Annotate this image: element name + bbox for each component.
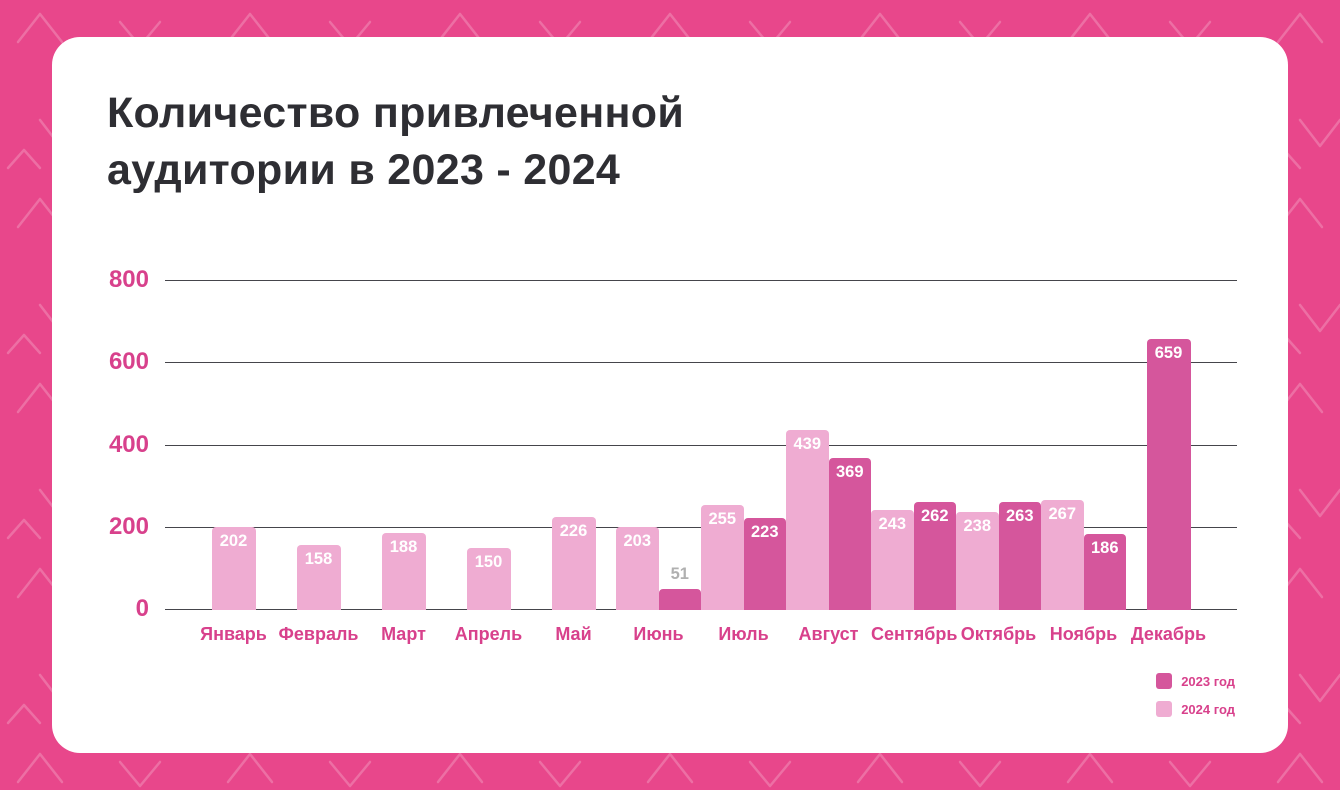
bar-2024-Март: 188 [381,532,426,610]
bar-value-label: 158 [304,550,333,568]
month-group-9: 243 262 [871,502,956,610]
bar-2024-Январь: 202 [211,526,256,610]
bar-value-label: 203 [623,531,652,550]
bar-value-label: 369 [835,463,864,482]
month-group-1: 202 [191,526,276,610]
month-group-4: 150 [446,548,531,610]
bar-2024-Октябрь: 238 [956,512,999,610]
month-group-3: 188 [361,532,446,610]
x-axis-label-10: Октябрь [960,624,1037,644]
legend-swatch [1156,673,1173,689]
x-axis-label-6: Июнь [633,624,684,644]
legend-label: 2023 год [1181,673,1235,689]
x-axis-label-9: Сентябрь [871,624,958,644]
month-group-5: 226 [531,517,616,610]
bar-2023-Декабрь: 659 [1146,339,1191,610]
x-axis-label-12: Декабрь [1130,624,1207,644]
bar-2024-Август: 439 [786,429,829,610]
x-axis-labels: Январь Февраль Март Апрель Май Июнь Июль Август… [191,624,1211,645]
month-group-12: 659 [1126,339,1211,610]
bar-2024-Апрель: 150 [466,548,511,610]
y-tick-label-400: 400 [108,430,149,458]
bar-value-label: 226 [559,522,588,541]
bar-value-label: 439 [793,434,822,453]
gridline-600: 600 [109,348,1237,375]
bar-2024-Июнь: 203 [616,526,659,610]
bar-value-label: 202 [219,531,248,550]
y-tick-label-800: 800 [108,265,149,293]
chart-title-line1: Количество привлеченной [107,89,685,137]
bar-value-label: 186 [1090,538,1119,557]
y-tick-label-200: 200 [108,512,149,540]
plot-area: 0 200 400 600 800 202 158 188 150 226 203 51 255 223… [109,266,1237,644]
bar-2023-Июнь: 51 [658,565,701,610]
chart-legend: 2023 год 2024 год [1156,673,1235,717]
bar-value-label: 188 [389,537,418,556]
x-axis-label-7: Июль [718,624,769,644]
month-group-11: 267 186 [1041,500,1126,610]
y-tick-label-0: 0 [135,594,149,622]
bar-2024-Сентябрь: 243 [871,510,914,610]
month-group-6: 203 51 [616,526,701,610]
y-tick-label-600: 600 [108,348,149,376]
legend-item-2023: 2023 год [1156,673,1235,689]
bar-value-label: 243 [878,515,907,534]
bar-2023-Июль: 223 [743,518,786,610]
chart-card: Количество привлеченной аудитории в 2023… [52,37,1288,753]
chart-title: Количество привлеченной аудитории в 2023… [107,85,684,199]
bar-value-label: 238 [963,517,992,536]
x-axis-label-2: Февраль [278,624,359,644]
bar-value-label: 263 [1005,506,1034,525]
gridline-800: 800 [109,266,1237,293]
legend-item-2024: 2024 год [1156,701,1235,717]
x-axis-label-4: Апрель [454,624,523,644]
bars-area: 202 158 188 150 226 203 51 255 223 439 369 243 262 23… [191,281,1211,610]
x-axis-label-11: Ноябрь [1049,624,1118,644]
legend-label: 2024 год [1181,701,1235,717]
bar-2023-Ноябрь: 186 [1083,533,1126,610]
bar-2024-Июль: 255 [701,505,744,610]
x-axis-label-3: Март [381,624,426,644]
bar-value-label: 255 [708,510,737,529]
bar-2023-Август: 369 [828,458,871,610]
bar-value-label: 267 [1048,505,1077,524]
bar-2024-Февраль: 158 [296,545,341,610]
bar-value-label: 150 [474,553,503,572]
month-group-10: 238 263 [956,501,1041,610]
bar-value-label: 262 [920,507,949,526]
bar-value-label: 659 [1154,344,1183,362]
chart-title-line2: аудитории в 2023 - 2024 [107,146,621,194]
gridline-400: 400 [109,430,1237,457]
bar-value-label: 51 [670,565,689,583]
x-axis-label-5: Май [555,624,592,644]
x-axis-label-1: Январь [200,624,267,644]
month-group-2: 158 [276,545,361,610]
bar-value-label: 223 [750,523,779,542]
bar-2023-Октябрь: 263 [998,501,1041,610]
bar-2024-Ноябрь: 267 [1041,500,1084,610]
x-axis-label-8: Август [798,624,859,644]
bar-2024-Май: 226 [551,517,596,610]
bar-2023-Сентябрь: 262 [913,502,956,610]
legend-swatch [1156,701,1173,717]
month-group-7: 255 223 [701,505,786,610]
month-group-8: 439 369 [786,429,871,610]
